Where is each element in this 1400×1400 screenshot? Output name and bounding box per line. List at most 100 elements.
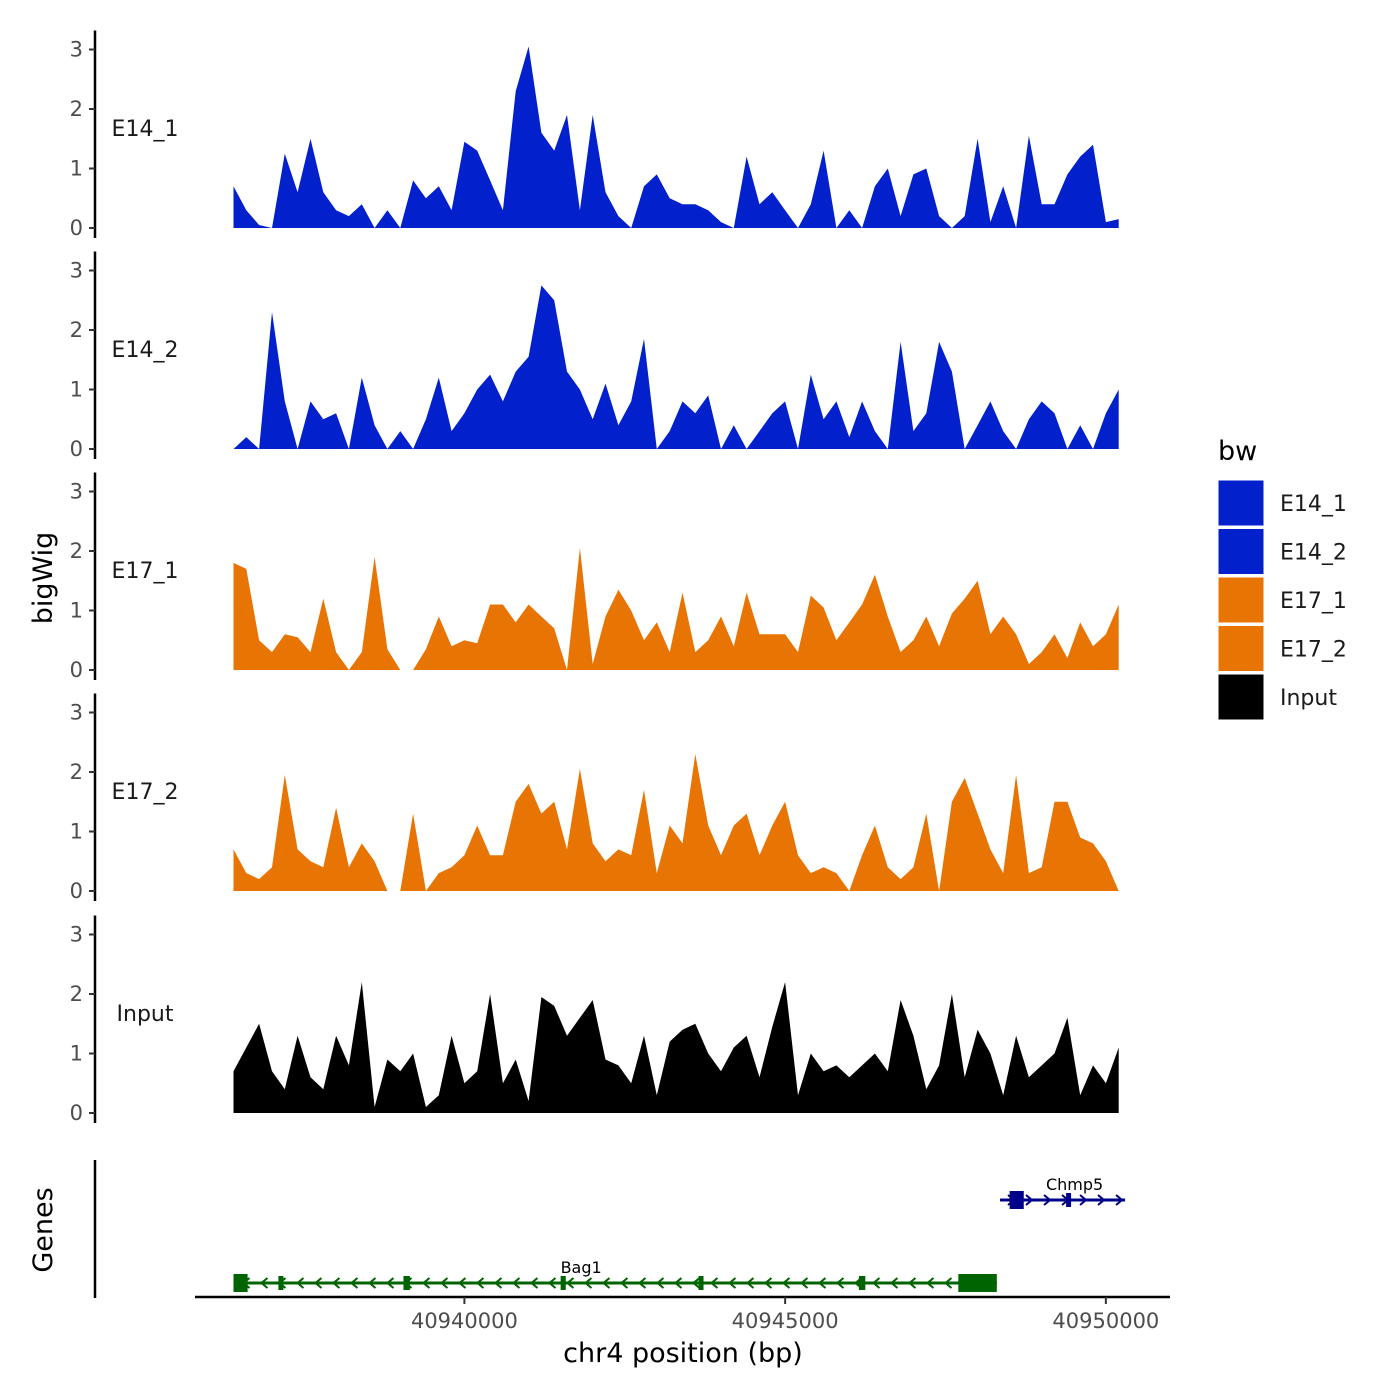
gene-bag1: Bag1 [233, 1258, 997, 1292]
strand-arrow [259, 1277, 269, 1289]
strand-arrow [835, 1277, 845, 1289]
y-tick-label: 1 [70, 157, 83, 181]
strand-arrow [457, 1277, 467, 1289]
x-axis: 40940000 40945000 40950000 [195, 1295, 1170, 1333]
y-tick-label: 3 [70, 923, 83, 947]
y-tick-label: 3 [70, 38, 83, 62]
strand-arrow [871, 1277, 881, 1289]
strand-arrow [619, 1277, 629, 1289]
strand-arrow [493, 1277, 503, 1289]
legend-label: E14_1 [1280, 492, 1347, 517]
strand-arrow [385, 1277, 395, 1289]
strand-arrow [637, 1277, 647, 1289]
exon [1009, 1191, 1024, 1209]
gene-chmp5: Chmp5 [1000, 1175, 1126, 1209]
strand-arrow [763, 1277, 773, 1289]
strand-arrow [691, 1277, 701, 1289]
strand-arrow [367, 1277, 377, 1289]
strand-arrow [1079, 1194, 1088, 1206]
legend-swatch [1217, 479, 1265, 527]
strand-arrow [313, 1277, 323, 1289]
strand-arrow [1097, 1194, 1106, 1206]
strand-arrow [925, 1277, 935, 1289]
track-e14-1: 0 1 2 3 E14_1 [70, 30, 1119, 240]
y-tick-label: 1 [70, 820, 83, 844]
coverage-area-e17-2 [233, 754, 1119, 891]
exon [1066, 1193, 1072, 1207]
y-tick-label: 0 [70, 216, 83, 240]
exon [560, 1276, 566, 1290]
legend: bw E14_1 E14_2 E17_1 E17_2 Input [1217, 436, 1347, 721]
y-tick-label: 0 [70, 1101, 83, 1125]
legend-title: bw [1218, 436, 1257, 467]
x-axis-title: chr4 position (bp) [563, 1338, 803, 1369]
y-tick-label: 3 [70, 259, 83, 283]
y-tick-label: 2 [70, 760, 83, 784]
legend-swatch [1217, 673, 1265, 721]
gene-label: Chmp5 [1046, 1175, 1103, 1194]
y-axis-title-genes: Genes [28, 1187, 59, 1272]
coverage-area-e14-2 [233, 285, 1119, 449]
strand-arrow [907, 1277, 917, 1289]
strand-arrow [889, 1277, 899, 1289]
strand-arrow [475, 1277, 485, 1289]
legend-label: E17_1 [1280, 589, 1347, 614]
strand-arrow [673, 1277, 683, 1289]
strand-arrow [1115, 1194, 1124, 1206]
track-input: 0 1 2 3 Input [70, 915, 1119, 1125]
track-label: E14_1 [112, 117, 179, 142]
legend-swatch [1217, 625, 1265, 672]
strand-arrow [781, 1277, 791, 1289]
strand-arrow [331, 1277, 341, 1289]
y-axis-title-bigwig: bigWig [28, 532, 59, 625]
y-tick-label: 1 [70, 599, 83, 623]
strand-arrow [817, 1277, 827, 1289]
track-label: E17_2 [112, 780, 179, 805]
exon [958, 1274, 997, 1292]
x-tick-label: 40945000 [732, 1309, 839, 1333]
exon [233, 1274, 248, 1292]
legend-swatch [1217, 576, 1265, 624]
strand-arrow [547, 1277, 557, 1289]
y-tick-label: 3 [70, 701, 83, 725]
strand-arrow [349, 1277, 359, 1289]
track-label: Input [117, 1002, 174, 1027]
strand-arrow [943, 1277, 953, 1289]
strand-arrow [727, 1277, 737, 1289]
strand-arrow [565, 1277, 575, 1289]
gene-track: Bag1 Chmp5 [93, 1160, 1126, 1298]
y-tick-label: 0 [70, 658, 83, 682]
y-tick-label: 1 [70, 378, 83, 402]
exon [698, 1276, 704, 1290]
legend-label: E17_2 [1280, 638, 1347, 663]
strand-arrow [601, 1277, 611, 1289]
legend-label: Input [1280, 686, 1337, 711]
y-tick-label: 1 [70, 1042, 83, 1066]
strand-arrow [709, 1277, 719, 1289]
strand-arrow [1043, 1194, 1052, 1206]
track-label: E17_1 [112, 559, 179, 584]
track-e14-2: 0 1 2 3 E14_2 [70, 251, 1119, 461]
track-e17-1: 0 1 2 3 E17_1 [70, 472, 1119, 682]
x-tick-label: 40950000 [1052, 1309, 1159, 1333]
y-tick-label: 2 [70, 539, 83, 563]
strand-arrow [745, 1277, 755, 1289]
strand-arrow [529, 1277, 539, 1289]
exon [403, 1276, 410, 1290]
y-tick-label: 3 [70, 480, 83, 504]
strand-arrow [799, 1277, 809, 1289]
exon [278, 1276, 284, 1290]
coverage-area-input [233, 982, 1119, 1113]
strand-arrow [583, 1277, 593, 1289]
strand-arrow [1025, 1194, 1034, 1206]
legend-swatch [1217, 528, 1265, 575]
y-tick-label: 0 [70, 879, 83, 903]
y-tick-label: 2 [70, 982, 83, 1006]
strand-arrow [295, 1277, 305, 1289]
legend-label: E14_2 [1280, 541, 1347, 566]
strand-arrow [439, 1277, 449, 1289]
x-tick-label: 40940000 [411, 1309, 518, 1333]
y-tick-label: 2 [70, 97, 83, 121]
exon [858, 1276, 866, 1290]
coverage-area-e17-1 [233, 548, 1119, 670]
